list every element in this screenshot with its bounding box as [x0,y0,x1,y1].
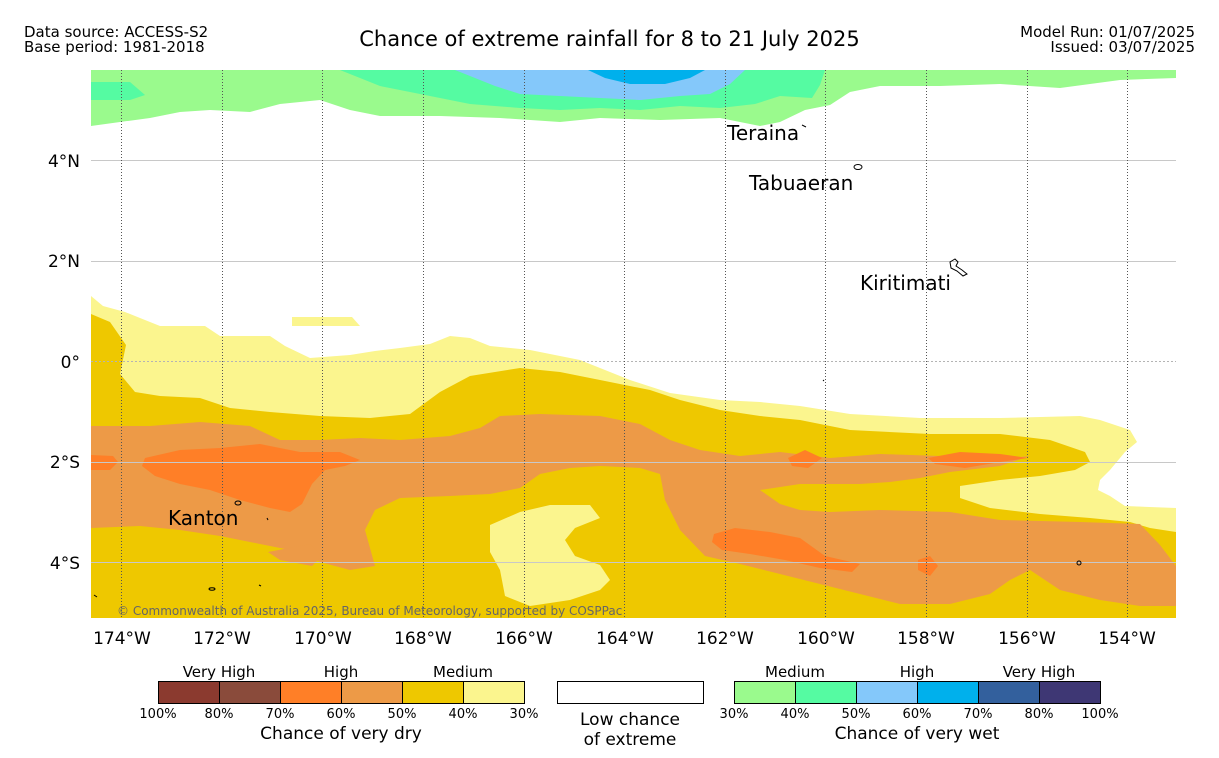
wet-legend-bar [734,681,1101,704]
lat-tick-label: 4°S [50,554,80,574]
map-title: Chance of extreme rainfall for 8 to 21 J… [359,27,860,51]
teraina-island [801,124,807,128]
island-dot [266,517,269,521]
dry-tick-label: 80% [204,707,234,722]
dry-swatch [280,681,342,704]
dry-swatch [463,681,525,704]
dry-legend-title: Chance of very dry [260,724,422,744]
lat-tick-label: 2°N [48,252,80,272]
longitude-gridlines [121,70,1128,618]
island-dot [258,584,262,587]
island-dot [93,594,98,598]
wet-tick-label: 40% [780,707,810,722]
dry-veryhigh-zone [712,528,860,572]
dry-low-zone [292,317,360,326]
island-dot [822,379,825,382]
longitude-axis: 174°W 172°W 170°W 168°W 166°W 164°W 162°… [93,629,1156,649]
latitude-axis: 4°N 2°N 0° 2°S 4°S [48,152,80,574]
island-dot [208,587,216,591]
lon-tick-label: 172°W [193,629,251,649]
wet-swatch [917,681,979,704]
lon-tick-label: 158°W [897,629,955,649]
low-chance-label-line2: of extreme [583,730,677,750]
dry-group-veryhigh: Very High [182,663,256,681]
lon-tick-label: 156°W [998,629,1056,649]
model-run-label: Model Run: 01/07/2025 [1020,23,1195,41]
lon-tick-label: 162°W [696,629,754,649]
wet-swatch [856,681,918,704]
kanton-island [234,500,242,506]
low-chance-swatch [557,681,704,704]
place-label-teraina: Teraina [726,121,799,145]
wet-swatch [1039,681,1101,704]
low-chance-label-line1: Low chance [580,710,680,730]
wet-swatch [795,681,857,704]
lon-tick-label: 170°W [294,629,352,649]
dry-swatch [219,681,281,704]
dry-tick-label: 50% [387,707,417,722]
wet-tick-label: 60% [902,707,932,722]
wet-group-high: High [899,663,935,681]
lon-tick-label: 154°W [1098,629,1156,649]
lon-tick-label: 164°W [596,629,654,649]
tabuaeran-island [853,164,863,170]
map-area: Teraina Tabuaeran Kiritimati Kanton © Co… [91,70,1176,618]
dry-veryhigh-zone [928,452,1028,468]
dry-group-high: High [323,663,359,681]
wet-group-medium: Medium [765,663,825,681]
dry-veryhigh-zone [918,556,938,576]
lat-tick-label: 4°N [48,152,80,172]
copyright-notice: © Commonwealth of Australia 2025, Bureau… [117,604,622,618]
wet-low-zone [91,82,145,100]
lon-tick-label: 160°W [797,629,855,649]
wet-legend-title: Chance of very wet [834,724,1000,744]
wet-swatch [978,681,1040,704]
island-dot [1076,560,1082,566]
place-label-kanton: Kanton [168,506,238,530]
wet-group-veryhigh: Very High [1002,663,1076,681]
wet-tick-label: 30% [719,707,749,722]
dry-swatch [341,681,403,704]
wet-veryhigh-zone [588,70,705,84]
issued-label: Issued: 03/07/2025 [1050,38,1195,56]
wet-swatch [734,681,796,704]
lon-tick-label: 174°W [93,629,151,649]
dry-veryhigh-zone [142,444,360,512]
dry-tick-label: 70% [265,707,295,722]
wet-tick-label: 50% [841,707,871,722]
dry-tick-label: 100% [139,707,177,722]
dry-legend-bar [158,681,525,704]
kiritimati-island [949,258,968,277]
lon-tick-label: 166°W [495,629,553,649]
dry-tick-label: 60% [326,707,356,722]
dry-high-zone [268,544,322,566]
dry-veryhigh-zone [788,450,822,468]
lat-tick-label: 0° [61,353,80,373]
place-label-tabuaeran: Tabuaeran [748,171,853,195]
base-period-label: Base period: 1981-2018 [24,38,205,56]
wet-tick-label: 100% [1081,707,1119,722]
dry-tick-label: 40% [448,707,478,722]
wet-tick-label: 80% [1024,707,1054,722]
data-source-label: Data source: ACCESS-S2 [24,23,209,41]
wet-tick-label: 70% [963,707,993,722]
lat-tick-label: 2°S [50,453,80,473]
dry-tick-label: 30% [509,707,539,722]
lon-tick-label: 168°W [394,629,452,649]
place-label-kiritimati: Kiritimati [860,271,951,295]
latitude-gridlines [91,160,1176,563]
island-outlines [93,124,1082,598]
dry-swatch [402,681,464,704]
dry-low-zone [490,505,610,606]
dry-group-medium: Medium [433,663,493,681]
dry-swatch [158,681,220,704]
